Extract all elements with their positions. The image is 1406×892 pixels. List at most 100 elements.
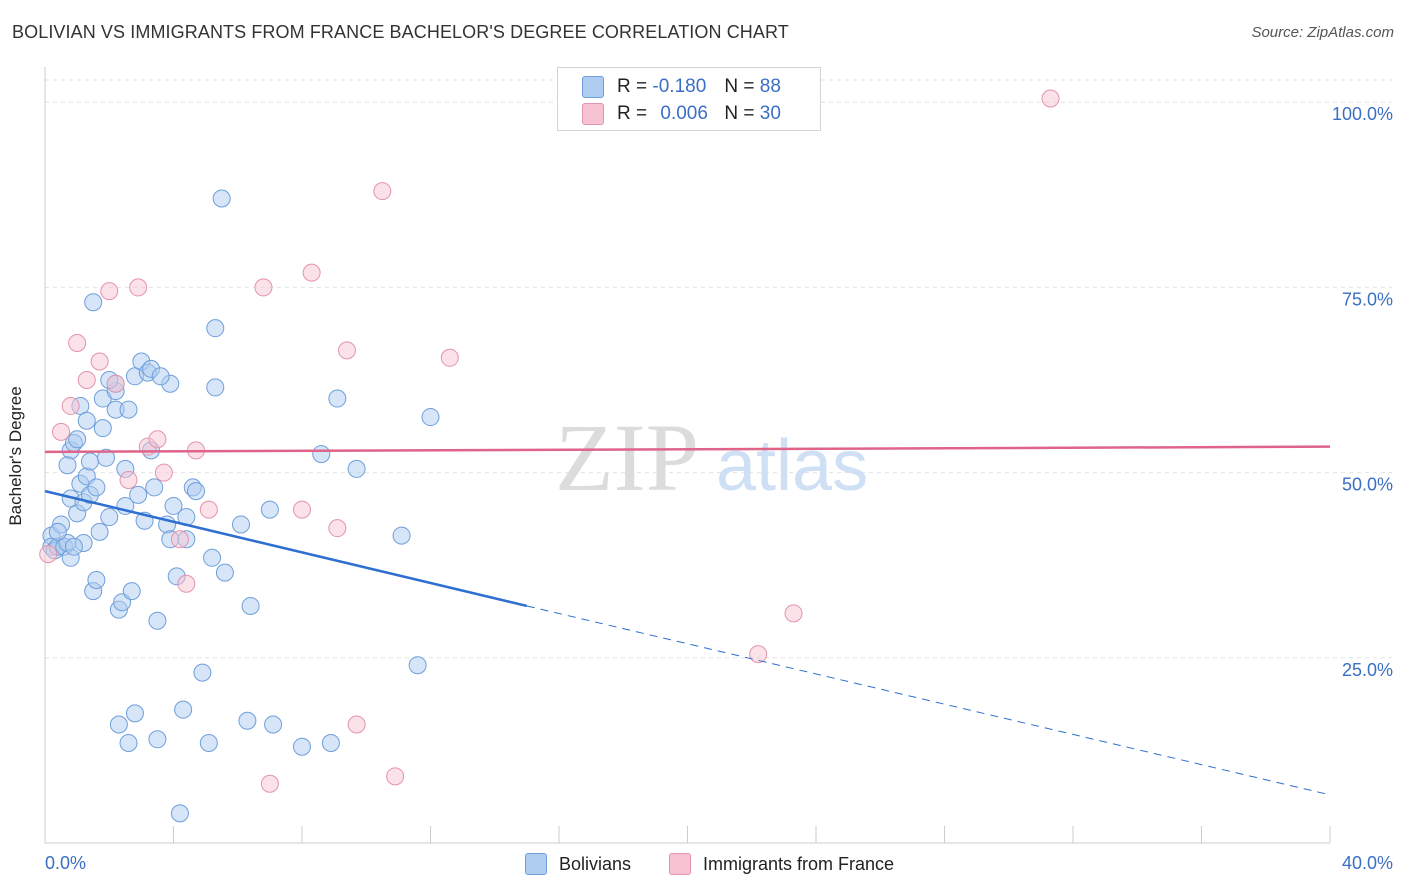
point-bolivians [264,715,283,734]
trend-lines [44,445,1331,796]
point-bolivians [164,496,183,515]
point-france [199,500,218,519]
point-france [52,422,71,441]
point-bolivians [122,582,141,601]
point-bolivians [129,485,148,504]
point-france [373,182,392,201]
legend-n-label: N = [724,103,755,124]
point-bolivians [125,704,144,723]
point-bolivians [203,548,222,567]
point-france [749,645,768,664]
point-bolivians [241,596,260,615]
legend-r-label: R = [617,103,648,124]
chart-title: BOLIVIAN VS IMMIGRANTS FROM FRANCE BACHE… [12,22,789,42]
trend-line-bolivians-extrapolated [526,605,1331,796]
point-bolivians [58,456,77,475]
point-bolivians [145,478,164,497]
legend-row-france: R = 0.006 N = 30 [582,101,781,127]
legend-n-value: 88 [759,76,781,97]
legend-label-bolivians: Bolivians [559,853,632,874]
point-bolivians [148,730,167,749]
legend-swatch-bolivians [525,853,547,875]
point-france [61,396,80,415]
point-bolivians [90,522,109,541]
legend-row-bolivians: R = -0.180 N = 88 [582,74,781,100]
point-bolivians [199,733,218,752]
point-bolivians [148,611,167,630]
point-bolivians [151,367,170,386]
point-bolivians [100,508,119,527]
point-france [440,348,459,367]
trend-line-bolivians [44,489,528,608]
tick-labels: 25.0% 50.0% 75.0% 100.0% 0.0% 40.0% [45,104,1393,873]
legend-r-value: -0.180 [652,76,707,97]
legend-swatch-bolivians [582,76,604,98]
point-bolivians [238,711,257,730]
point-bolivians [64,537,83,556]
point-bolivians [321,733,340,752]
point-bolivians [97,448,116,467]
point-france [68,333,87,352]
legend-n-label: N = [724,76,755,97]
point-france [170,530,189,549]
point-bolivians [408,656,427,675]
point-bolivians [87,478,106,497]
legend-label-france: Immigrants from France [703,853,895,874]
point-france [347,715,366,734]
point-france [1041,89,1060,108]
point-bolivians [212,189,231,208]
point-france [119,471,138,490]
trend-line-france [44,445,1331,454]
legend-item-france[interactable]: Immigrants from France [669,851,894,877]
point-france [386,767,405,786]
point-france [90,352,109,371]
point-bolivians [312,445,331,464]
point-bolivians [84,293,103,312]
legend-swatch-france [669,853,691,875]
point-france [328,519,347,538]
y-tick-label: 25.0% [1342,660,1393,680]
legend-swatch-france [582,103,604,125]
point-bolivians [87,571,106,590]
watermark: ZIP atlas [555,404,868,511]
point-bolivians [68,430,87,449]
y-tick-label: 50.0% [1342,475,1393,495]
point-bolivians [293,737,311,756]
point-bolivians [174,700,193,719]
point-bolivians [186,482,205,501]
legend-n-value: 30 [759,103,781,124]
point-france [177,574,196,593]
point-bolivians [206,319,225,338]
point-france [106,374,125,393]
point-bolivians [392,526,411,545]
point-france [784,604,803,623]
point-bolivians [347,459,366,478]
point-france [254,278,273,297]
legend-item-bolivians[interactable]: Bolivians [525,851,631,877]
point-france [154,463,173,482]
point-france [148,430,167,449]
gridlines [45,79,1392,659]
point-france [293,500,311,519]
point-bolivians [48,522,67,541]
stats-legend: R = -0.180 N = 88 R = 0.006 N = 30 [557,67,821,131]
point-bolivians [193,663,212,682]
x-tick-label: 40.0% [1342,853,1393,873]
point-france [100,282,119,301]
watermark-atlas: atlas [716,426,868,506]
point-france [337,341,356,360]
point-bolivians [170,804,189,823]
x-tick-label: 0.0% [45,853,86,873]
point-france [39,545,58,564]
point-bolivians [109,715,128,734]
point-bolivians [119,733,138,752]
legend-r-label: R = [617,76,648,97]
point-france [260,774,279,793]
y-axis-label: Bachelor's Degree [6,386,25,526]
data-points [39,89,1060,823]
axes [44,67,1331,844]
point-bolivians [77,411,96,430]
y-tick-label: 100.0% [1332,104,1393,124]
watermark-zip: ZIP [555,404,699,511]
